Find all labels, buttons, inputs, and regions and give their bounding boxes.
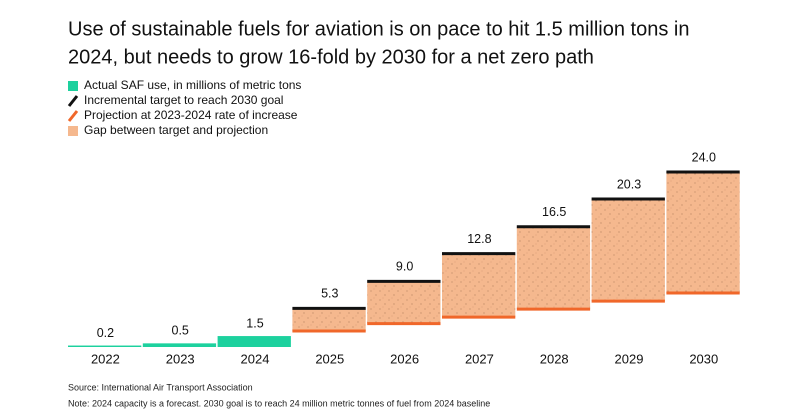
x-tick-label: 2022 xyxy=(91,351,120,366)
legend-swatch xyxy=(68,126,78,136)
bar xyxy=(217,336,291,347)
value-label: 20.3 xyxy=(617,177,641,191)
legend-swatch xyxy=(67,110,79,122)
gap-texture xyxy=(591,198,665,302)
value-label: 0.2 xyxy=(97,326,114,340)
value-label: 1.5 xyxy=(246,316,263,330)
x-tick-label: 2029 xyxy=(615,351,644,366)
value-label: 16.5 xyxy=(542,205,566,219)
chart-title: 2024, but needs to grow 16-fold by 2030 … xyxy=(68,46,594,68)
legend-swatch xyxy=(67,95,79,107)
gap-texture xyxy=(292,308,366,331)
x-tick-label: 2024 xyxy=(241,351,270,366)
bar xyxy=(68,345,142,347)
value-label: 12.8 xyxy=(467,232,491,246)
value-label: 0.5 xyxy=(172,324,189,338)
value-label: 5.3 xyxy=(321,287,338,301)
bar xyxy=(142,343,217,347)
legend-label: Projection at 2023-2024 rate of increase xyxy=(84,108,298,122)
value-label: 24.0 xyxy=(692,150,716,164)
legend-label: Actual SAF use, in millions of metric to… xyxy=(84,78,301,92)
legend-label: Incremental target to reach 2030 goal xyxy=(84,93,283,107)
gap-texture xyxy=(442,253,516,318)
legend-swatch xyxy=(68,81,78,91)
x-tick-label: 2023 xyxy=(166,351,195,366)
x-tick-label: 2027 xyxy=(465,351,494,366)
legend-label: Gap between target and projection xyxy=(84,123,268,137)
x-tick-label: 2028 xyxy=(540,351,569,366)
gap-texture xyxy=(516,226,591,310)
value-label: 9.0 xyxy=(396,260,413,274)
gap-texture xyxy=(666,172,740,294)
x-tick-label: 2025 xyxy=(315,351,344,366)
chart-title: Use of sustainable fuels for aviation is… xyxy=(68,18,689,40)
source: Source: International Air Transport Asso… xyxy=(68,382,253,392)
x-tick-label: 2026 xyxy=(390,351,419,366)
x-tick-label: 2030 xyxy=(689,351,718,366)
gap-texture xyxy=(367,281,441,324)
note: Note: 2024 capacity is a forecast. 2030 … xyxy=(68,398,490,408)
